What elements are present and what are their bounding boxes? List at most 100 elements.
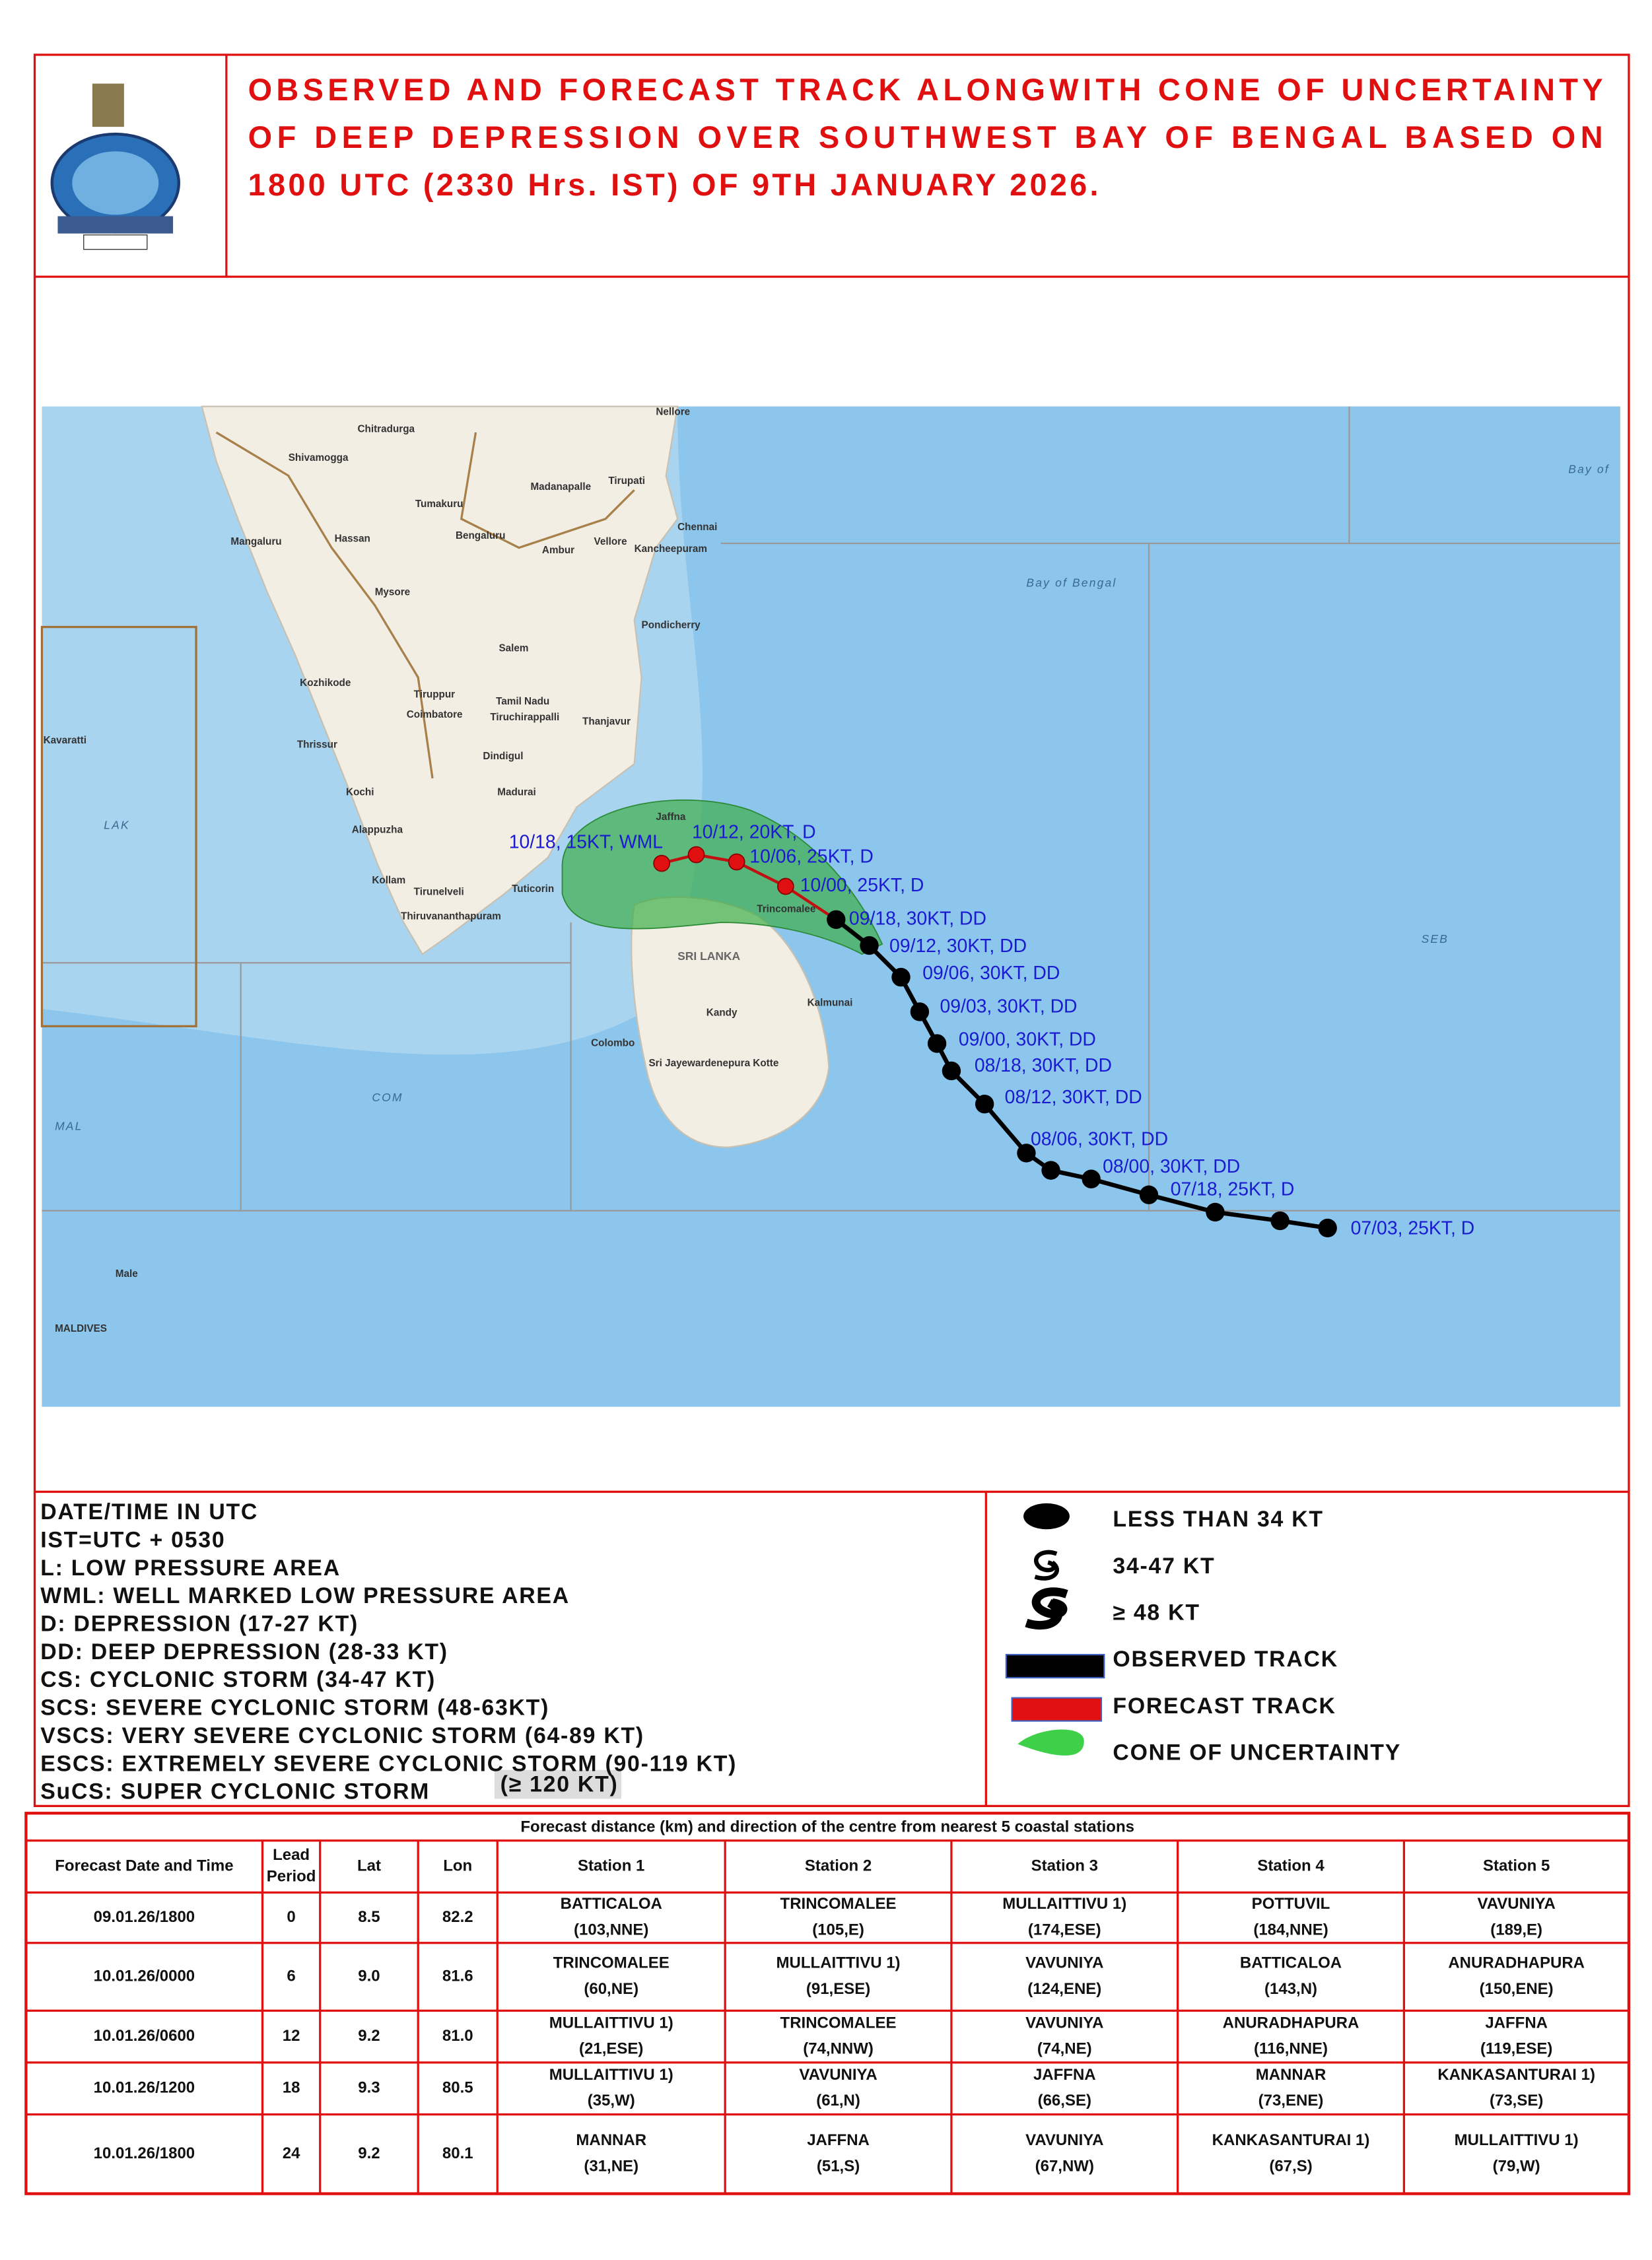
table-cell: TRINCOMALEE (553, 1954, 670, 1972)
place-label: Mysore (375, 586, 410, 598)
legend-symbol-label: FORECAST TRACK (1113, 1694, 1336, 1719)
track-label: 08/12, 30KT, DD (1005, 1087, 1142, 1108)
column-header: Station 1 (578, 1857, 644, 1874)
place-label: Tuticorin (512, 883, 554, 895)
table-cell: (74,NE) (1037, 2040, 1092, 2058)
table-cell: (21,ESE) (579, 2040, 643, 2058)
forecast-point (653, 854, 671, 872)
track-label: 09/00, 30KT, DD (959, 1029, 1096, 1050)
place-label: Tirunelveli (414, 886, 464, 897)
place-label: Kalmunai (808, 997, 853, 1008)
place-label: Jaffna (656, 811, 685, 823)
column-header: Forecast Date and Time (55, 1857, 233, 1874)
place-label: Kozhikode (300, 677, 351, 689)
place-label: Thrissur (297, 739, 337, 751)
place-label: Madanapalle (530, 481, 591, 493)
table-cell: KANKASANTURAI 1) (1437, 2066, 1595, 2084)
table-caption: Forecast distance (km) and direction of … (520, 1818, 1134, 1835)
column-header: Station 3 (1031, 1857, 1098, 1874)
table-cell: ANURADHAPURA (1223, 2014, 1359, 2032)
observed-point (927, 1034, 947, 1053)
column-header: Station 4 (1257, 1857, 1325, 1874)
observed-point (1270, 1211, 1290, 1231)
table-cell: 81.0 (442, 2027, 473, 2045)
place-label: Hassan (335, 533, 370, 544)
observed-point (1041, 1161, 1060, 1180)
table-cell: 80.5 (442, 2079, 473, 2097)
table-cell: (174,ESE) (1028, 1921, 1101, 1939)
table-cell: (60,NE) (584, 1980, 638, 1998)
track-label: 08/00, 30KT, DD (1103, 1156, 1240, 1177)
legend-line: VSCS: VERY SEVERE CYCLONIC STORM (64-89 … (40, 1723, 644, 1748)
place-label: Trincomalee (757, 904, 815, 915)
table-cell: (143,N) (1264, 1980, 1317, 1998)
table-cell: TRINCOMALEE (780, 2014, 897, 2032)
table-cell: 82.2 (442, 1908, 473, 1926)
place-label: Nellore (656, 406, 690, 417)
track-label: 09/12, 30KT, DD (889, 936, 1027, 957)
table-cell: MULLAITTIVU 1) (549, 2014, 673, 2032)
observed-point (1017, 1144, 1036, 1163)
table-cell: JAFFNA (1033, 2066, 1096, 2084)
map-overlay: Nellore Chitradurga Shivamogga Tirupati Mada… (44, 406, 1610, 1334)
legend-line: L: LOW PRESSURE AREA (40, 1556, 341, 1581)
place-label: MAL (55, 1120, 83, 1133)
legend: DATE/TIME IN UTC IST=UTC + 0530 L: LOW PRE… (40, 1499, 1401, 1804)
emblem (50, 83, 180, 250)
legend-symbol-label: CONE OF UNCERTAINTY (1113, 1740, 1401, 1765)
place-label: Mangaluru (230, 536, 281, 547)
place-label: Thanjavur (582, 716, 631, 728)
track-label: 09/03, 30KT, DD (940, 996, 1077, 1017)
track-label: 08/18, 30KT, DD (975, 1055, 1112, 1076)
legend-line: D: DEPRESSION (17-27 KT) (40, 1612, 359, 1637)
table-cell: 24 (283, 2144, 300, 2162)
place-label: Coimbatore (407, 709, 463, 720)
table-cell: (184,NNE) (1253, 1921, 1328, 1939)
place-label: LAK (104, 818, 130, 831)
place-label: MALDIVES (55, 1323, 107, 1334)
place-label: Vellore (594, 536, 627, 547)
table-cell: 10.01.26/1200 (94, 2079, 195, 2097)
observed-point (1318, 1218, 1337, 1238)
table-cell: MANNAR (1256, 2066, 1326, 2084)
place-label: Tamil Nadu (496, 696, 549, 707)
table-cell: JAFFNA (1485, 2014, 1548, 2032)
table-cell: 12 (283, 2027, 300, 2045)
track-label: 08/06, 30KT, DD (1031, 1128, 1168, 1149)
table-cell: 0 (287, 1908, 295, 1926)
observed-point (1139, 1185, 1159, 1204)
legend-line: IST=UTC + 0530 (40, 1527, 225, 1552)
observed-point (891, 967, 911, 987)
forecast-point (776, 877, 794, 895)
forecast-point (687, 846, 705, 864)
table-cell: 9.3 (358, 2079, 380, 2097)
table-cell: 9.2 (358, 2027, 380, 2045)
table-cell: 81.6 (442, 1967, 473, 1985)
forecast-table: Forecast distance (km) and direction of … (24, 1812, 1631, 2195)
forecast-point (728, 853, 745, 871)
track-label: 10/00, 25KT, D (800, 875, 924, 896)
table-cell: ANURADHAPURA (1448, 1954, 1585, 1972)
table-cell: 10.01.26/1800 (94, 2144, 195, 2162)
place-label: Colombo (591, 1038, 635, 1049)
place-label: Tumakuru (415, 498, 464, 510)
table-cell: 10.01.26/0000 (94, 1967, 195, 1985)
table-cell: 6 (287, 1967, 295, 1985)
place-label: Kavaratti (44, 735, 86, 746)
table-cell: MULLAITTIVU 1) (1455, 2131, 1579, 2149)
legend-line: SCS: SEVERE CYCLONIC STORM (48-63KT) (40, 1695, 549, 1721)
place-label: Tirupati (608, 475, 645, 487)
column-header: Lat (357, 1857, 381, 1874)
place-label: Bay of (1568, 462, 1610, 475)
table-cell: VAVUNIYA (1025, 2014, 1103, 2032)
place-label: Salem (499, 642, 528, 654)
table-cell: VAVUNIYA (1478, 1895, 1556, 1913)
table-cell: (116,NNE) (1254, 2040, 1328, 2058)
table-cell: MANNAR (576, 2131, 646, 2149)
place-label: Chitradurga (358, 424, 415, 435)
table-cell: (189,E) (1490, 1921, 1542, 1939)
observed-point (860, 936, 879, 955)
place-label: Chennai (677, 522, 717, 533)
table-cell: (31,NE) (584, 2158, 638, 2175)
table-cell: KANKASANTURAI 1) (1212, 2131, 1370, 2149)
